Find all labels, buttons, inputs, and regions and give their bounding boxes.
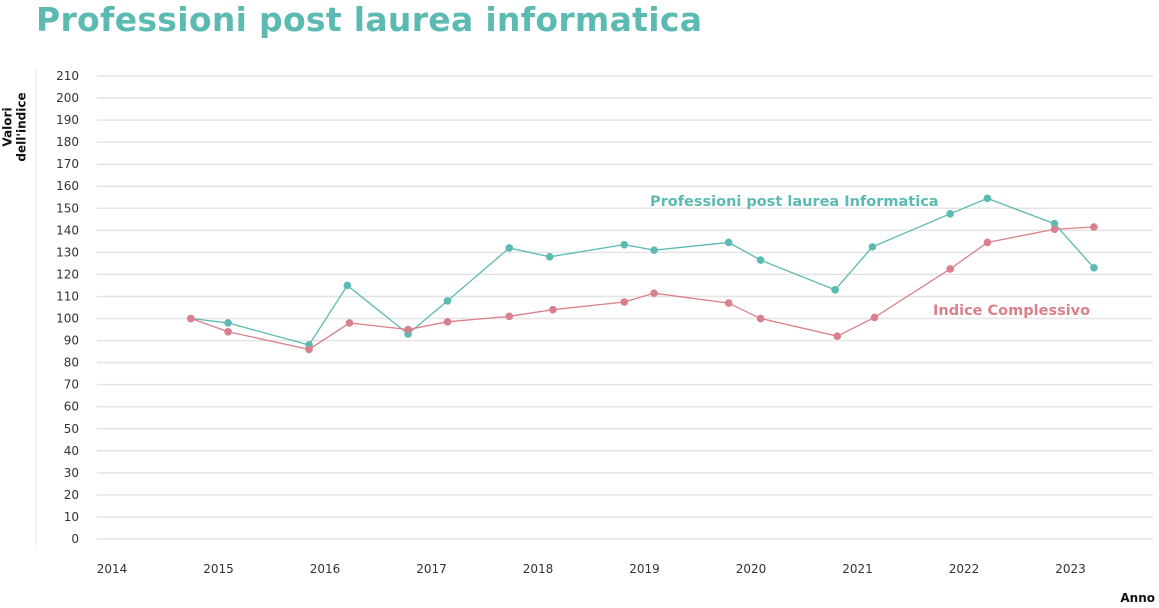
y-tick-label: 120	[56, 267, 79, 281]
x-tick-label: 2022	[949, 562, 980, 576]
data-point	[983, 194, 992, 203]
data-point	[831, 286, 839, 294]
data-point	[305, 345, 313, 354]
x-tick-label: 2016	[310, 562, 341, 576]
data-point	[505, 312, 514, 321]
data-point	[545, 252, 554, 261]
y-tick-label: 180	[56, 135, 79, 149]
data-point	[756, 256, 765, 264]
y-tick-label: 60	[64, 400, 79, 414]
data-point	[983, 238, 992, 247]
data-point	[620, 298, 629, 306]
y-tick-label: 50	[64, 422, 79, 436]
data-point	[1050, 225, 1059, 234]
data-point	[833, 332, 842, 340]
x-tick-label: 2019	[629, 562, 660, 576]
x-tick-label: 2023	[1055, 562, 1086, 576]
x-axis-label: Anno	[1120, 591, 1155, 605]
y-tick-label: 10	[64, 510, 79, 524]
data-point	[443, 297, 452, 305]
data-point	[224, 327, 232, 336]
y-tick-label: 0	[71, 532, 79, 546]
y-tick-label: 20	[64, 488, 79, 502]
y-tick-label: 210	[56, 69, 79, 83]
y-tick-label: 140	[56, 223, 79, 237]
x-tick-label: 2015	[203, 562, 234, 576]
series-line-0	[190, 197, 1095, 346]
data-point	[946, 265, 954, 273]
data-point	[224, 319, 232, 327]
data-point	[443, 318, 452, 326]
series-line-1	[190, 226, 1094, 351]
y-tick-label: 170	[56, 157, 79, 171]
y-tick-label: 70	[64, 378, 79, 392]
data-point	[724, 299, 733, 307]
data-point	[724, 238, 733, 247]
data-point	[620, 240, 629, 249]
data-point	[549, 305, 557, 314]
y-tick-label: 160	[56, 179, 79, 193]
data-point	[343, 281, 352, 290]
data-point	[505, 244, 514, 252]
data-point	[1090, 223, 1098, 231]
x-tick-label: 2014	[97, 562, 128, 576]
y-tick-label: 40	[64, 444, 79, 458]
data-point	[1090, 264, 1098, 272]
x-tick-label: 2018	[523, 562, 554, 576]
data-point	[870, 313, 879, 322]
x-tick-label: 2021	[842, 562, 873, 576]
data-point	[868, 243, 877, 251]
data-point	[946, 209, 954, 218]
data-point	[650, 246, 658, 254]
x-tick-label: 2017	[416, 562, 447, 576]
chart-title: Professioni post laurea informatica	[36, 0, 703, 39]
data-point	[404, 325, 412, 334]
series-label: Professioni post laurea Informatica	[650, 194, 939, 210]
y-tick-label: 100	[56, 312, 79, 326]
data-point	[1050, 219, 1059, 228]
y-tick-label: 150	[56, 201, 79, 215]
y-tick-label: 190	[56, 113, 79, 127]
data-point	[187, 314, 195, 323]
y-tick-label: 30	[64, 466, 79, 480]
y-tick-label: 200	[56, 91, 79, 105]
data-point	[650, 289, 658, 297]
data-point	[756, 314, 765, 323]
y-tick-label: 80	[64, 356, 79, 370]
series-label: Indice Complessivo	[933, 303, 1090, 319]
x-tick-label: 2020	[736, 562, 767, 576]
y-tick-label: 110	[56, 289, 79, 303]
data-point	[345, 319, 354, 327]
y-tick-label: 130	[56, 245, 79, 259]
y-tick-label: 90	[64, 334, 79, 348]
